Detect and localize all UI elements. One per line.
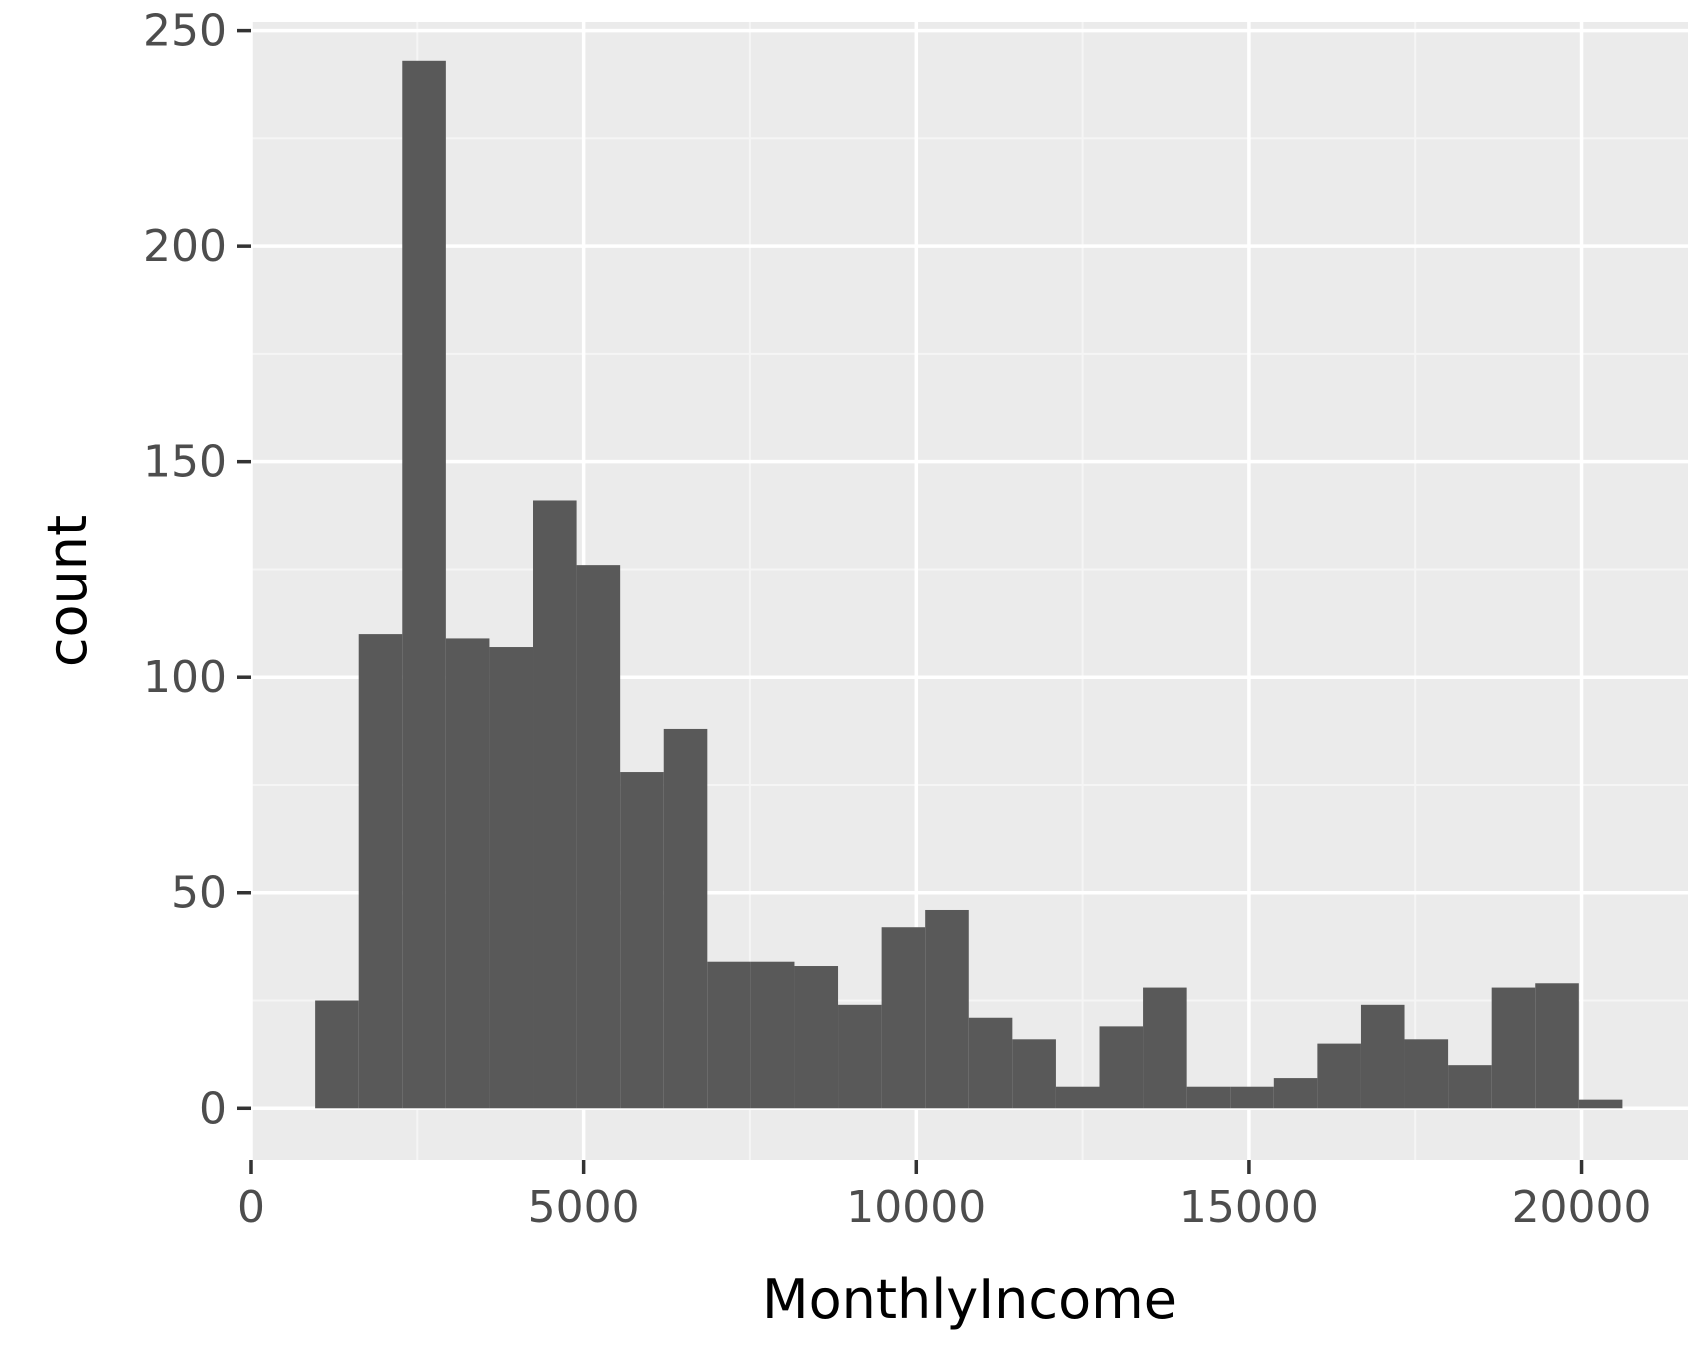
x-tick-label: 15000 bbox=[1179, 1182, 1319, 1233]
y-axis-title: count bbox=[36, 515, 99, 667]
y-tick-label: 200 bbox=[143, 221, 227, 272]
histogram-bar bbox=[707, 961, 751, 1109]
histogram-bar bbox=[576, 565, 621, 1109]
histogram-bar bbox=[1143, 987, 1187, 1109]
histogram-bar bbox=[1012, 1039, 1056, 1109]
histogram-bar bbox=[663, 728, 708, 1109]
histogram-bar bbox=[1360, 1004, 1405, 1109]
histogram-bar bbox=[402, 60, 446, 1109]
histogram-bar bbox=[620, 772, 664, 1109]
y-tick-label: 50 bbox=[171, 868, 227, 919]
histogram-bar bbox=[1230, 1086, 1274, 1109]
x-axis-title: MonthlyIncome bbox=[762, 1268, 1177, 1331]
histogram-bar bbox=[533, 500, 577, 1109]
histogram-bar bbox=[1317, 1043, 1361, 1109]
histogram-bar bbox=[1404, 1039, 1449, 1109]
histogram-bar bbox=[1578, 1099, 1623, 1109]
histogram-bars bbox=[315, 60, 1623, 1109]
histogram-bar bbox=[838, 1004, 882, 1109]
y-tick-label: 0 bbox=[199, 1083, 227, 1134]
y-tick-label: 250 bbox=[143, 6, 227, 57]
y-tick-label: 150 bbox=[143, 437, 227, 488]
histogram-bar bbox=[1535, 983, 1579, 1109]
y-tick-label: 100 bbox=[143, 652, 227, 703]
histogram-bar bbox=[1273, 1078, 1318, 1109]
histogram-bar bbox=[1099, 1026, 1144, 1109]
histogram-bar bbox=[1448, 1065, 1492, 1109]
x-tick-label: 0 bbox=[237, 1182, 265, 1233]
histogram-bar bbox=[925, 909, 969, 1109]
x-tick-label: 20000 bbox=[1512, 1182, 1652, 1233]
histogram-bar bbox=[1055, 1086, 1100, 1109]
x-axis: 0 5000 10000 15000 20000 bbox=[237, 1160, 1652, 1233]
histogram-bar bbox=[750, 961, 795, 1109]
histogram-bar bbox=[881, 927, 926, 1109]
x-tick-label: 5000 bbox=[528, 1182, 640, 1233]
histogram-bar bbox=[358, 634, 403, 1109]
histogram-bar bbox=[489, 647, 534, 1109]
x-tick-label: 10000 bbox=[846, 1182, 986, 1233]
histogram-bar bbox=[315, 1000, 359, 1109]
y-axis: 0 50 100 150 200 250 bbox=[143, 6, 251, 1134]
histogram-bar bbox=[968, 1017, 1013, 1109]
histogram-bar bbox=[794, 966, 839, 1109]
histogram-bar bbox=[445, 638, 490, 1109]
histogram-bar bbox=[1186, 1086, 1231, 1109]
histogram-bar bbox=[1491, 987, 1536, 1109]
